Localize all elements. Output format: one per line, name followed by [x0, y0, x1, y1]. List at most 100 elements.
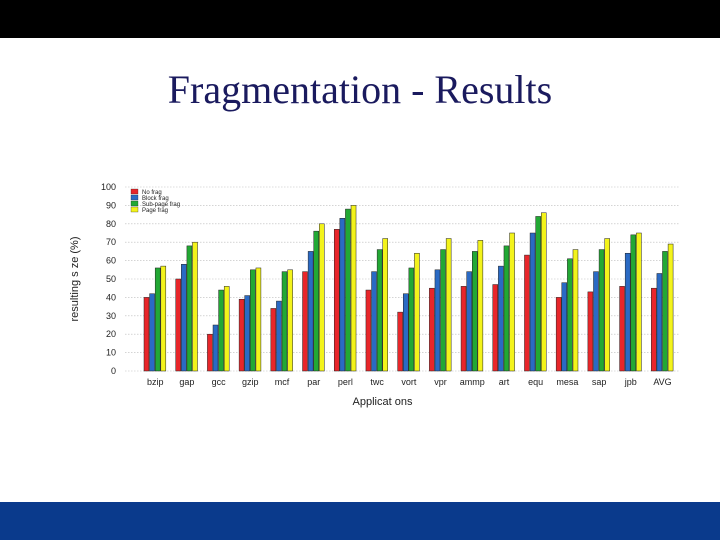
x-tick-label: gzip — [242, 377, 259, 387]
legend-swatch — [130, 194, 139, 201]
bar — [250, 269, 256, 372]
x-tick-label: mcf — [275, 377, 290, 387]
bar — [218, 289, 224, 372]
y-tick-label: 50 — [106, 274, 116, 284]
x-tick-label: gcc — [212, 377, 227, 387]
bar — [619, 286, 625, 372]
bar — [541, 212, 547, 372]
x-tick-label: gap — [179, 377, 194, 387]
bar — [255, 267, 262, 372]
y-tick-labels: 0 10 20 30 40 50 60 70 80 90 100 — [101, 182, 116, 376]
x-tick-label: vort — [401, 377, 417, 387]
y-tick-label: 80 — [106, 219, 116, 229]
bar — [472, 251, 478, 372]
bar — [350, 205, 357, 372]
bar — [376, 249, 383, 372]
bar — [529, 232, 536, 372]
y-tick-label: 40 — [106, 292, 116, 302]
slide-title: Fragmentation - Results — [167, 67, 553, 112]
x-tick-label: sap — [592, 377, 607, 387]
x-tick-label: bzip — [147, 377, 164, 387]
bar — [345, 208, 351, 372]
bar — [382, 238, 388, 372]
x-tick-label: ammp — [460, 377, 485, 387]
bar — [287, 269, 293, 372]
bar — [186, 245, 193, 372]
bar — [466, 271, 472, 372]
bar — [429, 287, 435, 372]
y-axis-label: resulting s ze (%) — [69, 237, 81, 322]
bar — [535, 216, 541, 372]
bars — [143, 205, 674, 372]
bar — [143, 297, 150, 372]
x-tick-label: par — [307, 377, 320, 387]
bar — [408, 267, 415, 372]
bar — [212, 324, 219, 372]
bar — [445, 238, 452, 372]
legend-label: Page frag — [142, 208, 168, 214]
bar — [636, 232, 642, 372]
bar — [414, 252, 420, 372]
x-tick-labels: bzip gap gcc gzip mcf par perl twc vort vpr ammp ar… — [147, 377, 672, 387]
legend-swatch — [130, 206, 139, 213]
bar — [667, 243, 674, 372]
y-tick-label: 20 — [106, 329, 116, 339]
bar — [561, 282, 568, 372]
bar — [587, 291, 594, 372]
bar — [630, 234, 637, 372]
bar — [270, 308, 277, 372]
bar — [440, 249, 446, 372]
bar — [397, 311, 403, 372]
bottom-banner — [0, 502, 720, 540]
bar — [498, 265, 504, 372]
y-tick-label: 100 — [101, 182, 116, 192]
bar — [244, 295, 250, 372]
x-axis-label: Applicat ons — [353, 396, 413, 408]
bar — [492, 284, 499, 372]
bar — [662, 251, 668, 372]
legend-label: Block frag — [142, 196, 169, 202]
bar — [524, 254, 530, 372]
x-tick-label: art — [499, 377, 510, 387]
bar — [302, 271, 308, 372]
x-tick-label: jpb — [624, 377, 637, 387]
bar — [604, 238, 610, 372]
bar — [402, 293, 409, 372]
y-tick-label: 30 — [106, 311, 116, 321]
x-tick-label: vpr — [434, 377, 447, 387]
bar — [276, 300, 282, 372]
legend-label: Sub-page frag — [142, 202, 180, 208]
x-tick-label: equ — [528, 377, 543, 387]
bar — [434, 269, 441, 372]
bar — [503, 245, 510, 372]
bar — [223, 286, 230, 372]
legend-swatch — [130, 200, 139, 207]
bar — [281, 271, 288, 372]
bar — [149, 293, 155, 372]
bar — [319, 223, 325, 372]
bar — [624, 252, 631, 372]
bar — [460, 286, 467, 372]
legend-swatch — [130, 188, 139, 195]
x-tick-label: AVG — [653, 377, 671, 387]
bar — [567, 258, 573, 372]
bar — [333, 229, 340, 372]
bar — [555, 297, 562, 372]
y-tick-label: 70 — [106, 237, 116, 247]
bar — [651, 287, 657, 372]
x-tick-label: mesa — [556, 377, 578, 387]
bar — [371, 271, 377, 372]
bar — [656, 273, 663, 372]
bar — [365, 289, 372, 372]
bar — [154, 267, 161, 372]
y-tick-label: 90 — [106, 200, 116, 210]
x-tick-label: twc — [370, 377, 384, 387]
top-banner — [0, 0, 720, 38]
bar — [598, 249, 605, 372]
bar — [339, 218, 346, 372]
bar — [572, 249, 579, 372]
y-tick-label: 10 — [106, 348, 116, 358]
bar — [175, 278, 181, 372]
